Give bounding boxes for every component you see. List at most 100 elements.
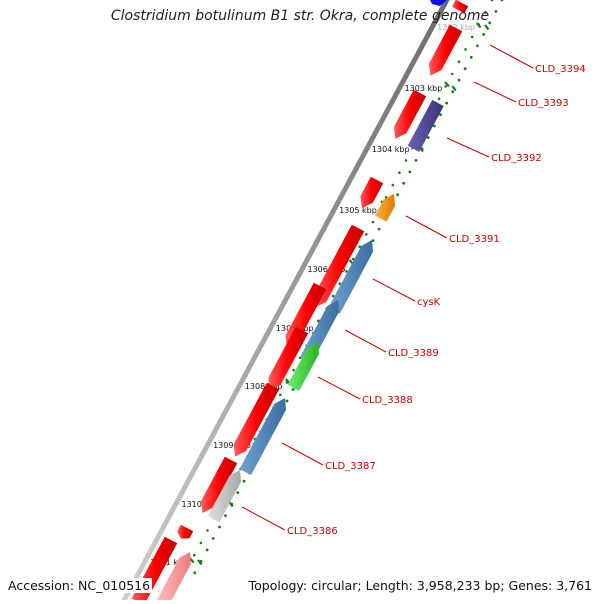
inner-dot (345, 270, 348, 273)
label-leader-line (372, 278, 416, 302)
reverse-gene-arrow[interactable] (207, 470, 241, 523)
inner-dot (398, 171, 401, 174)
inner-dot (365, 233, 368, 236)
ruler-dot (402, 181, 406, 185)
ruler-dot (426, 136, 430, 139)
inner-major-tick (444, 81, 450, 88)
ruler-dot (211, 537, 215, 540)
gene-label-cld_3394[interactable]: CLD_3394 (535, 64, 586, 75)
inner-dot (292, 368, 295, 372)
gene-label-cld_3388[interactable]: CLD_3388 (362, 395, 413, 406)
ruler-dot (224, 514, 227, 517)
inner-dot (451, 72, 454, 76)
ruler-label: 1305 kbp (339, 206, 377, 215)
inner-dot (351, 257, 355, 261)
ruler-dot (236, 491, 240, 494)
forward-gene-arrow[interactable] (452, 0, 469, 14)
forward-gene-arrow[interactable] (360, 176, 384, 209)
inner-dot (464, 48, 467, 51)
reverse-gene-arrow[interactable] (328, 240, 374, 314)
inner-dot (279, 393, 282, 397)
gene-label-cld_3386[interactable]: CLD_3386 (287, 526, 338, 537)
reverse-gene-arrow[interactable] (375, 194, 396, 222)
ruler-dot (488, 21, 492, 25)
forward-gene-arrow[interactable] (430, 0, 447, 6)
forward-gene-arrow[interactable] (201, 456, 238, 513)
reverse-gene-arrow[interactable] (155, 552, 191, 604)
forward-gene-arrow[interactable] (394, 89, 427, 139)
reverse-gene-arrow[interactable] (239, 398, 286, 476)
ruler-label: 1306 kbp (307, 265, 345, 274)
ruler-dot (494, 10, 498, 13)
ruler-label: 1311 kbp (150, 558, 188, 567)
ruler-dot (451, 90, 455, 94)
ruler-dot (414, 159, 418, 162)
label-leader-line (344, 329, 387, 353)
ruler-dot (445, 101, 449, 105)
forward-gene-arrow[interactable] (429, 24, 463, 76)
inner-dot (371, 220, 375, 224)
label-leader-lines (241, 44, 534, 531)
inner-dot (457, 60, 461, 63)
ruler-dot (482, 33, 485, 36)
ruler-major-tick (197, 559, 203, 566)
forward-gene-arrow[interactable] (314, 224, 365, 308)
ruler-dot (371, 239, 375, 243)
label-leader-line (405, 215, 448, 239)
gene-label-cld_3391[interactable]: CLD_3391 (449, 234, 500, 245)
label-leader-line (241, 506, 286, 531)
reverse-gene-arrow[interactable] (287, 342, 319, 391)
inner-dot (490, 0, 494, 2)
inner-dot (470, 35, 474, 39)
inner-dot (206, 529, 209, 532)
forward-gene-arrow[interactable] (177, 524, 194, 539)
inner-dot (404, 159, 408, 162)
inner-dot (437, 97, 441, 100)
ruler-dot (291, 388, 295, 391)
ruler-dot (193, 571, 197, 575)
ruler-dot (396, 193, 399, 197)
ruler-label: 1302 kbp (437, 23, 475, 32)
inner-dot (331, 294, 335, 298)
gene-label-cysk[interactable]: cysK (417, 297, 441, 308)
gene-label-cld_3392[interactable]: CLD_3392 (491, 153, 542, 164)
forward-gene-arrow[interactable] (268, 326, 309, 390)
gene-label-cld_3393[interactable]: CLD_3393 (518, 98, 569, 109)
ruler-dot (439, 113, 442, 116)
ruler-dot (205, 548, 209, 552)
ruler-dot (285, 399, 289, 403)
ruler-dot (377, 227, 381, 231)
inner-dot (193, 553, 196, 557)
reverse-strand-features (155, 99, 444, 604)
genome-title: Clostridium botulinum B1 str. Okra, comp… (110, 8, 490, 24)
ruler-label: 1303 kbp (405, 84, 443, 93)
ruler-label: 1308 kbp (245, 382, 283, 391)
ruler-dot (469, 55, 473, 59)
ruler-major-tick (451, 85, 457, 92)
reverse-gene-arrow[interactable] (407, 99, 444, 152)
ruler-dot (500, 0, 504, 2)
ruler-label: 1304 kbp (372, 145, 410, 154)
forward-strand-features (131, 0, 469, 604)
inner-dot (484, 11, 487, 14)
label-leader-line (446, 137, 490, 158)
gene-labels: CLD_3394 CLD_3393 CLD_3392 CLD_3391 cysK CLD_… (287, 64, 586, 537)
ruler-dot (433, 124, 436, 128)
ruler-dot (457, 78, 461, 82)
backbone-track (119, 0, 450, 604)
forward-gene-arrow[interactable] (233, 382, 280, 457)
label-leader-line (489, 44, 534, 69)
label-leader-line (281, 442, 324, 466)
ruler-major-tick (484, 24, 490, 31)
ruler-dot (408, 170, 412, 174)
label-leader-line (473, 81, 517, 103)
inner-dot (358, 245, 362, 249)
label-leader-line (317, 376, 361, 400)
accession-label: Accession: NC_010516 (6, 578, 153, 593)
ruler-label: 1310 kbp (181, 500, 219, 509)
gene-label-cld_3389[interactable]: CLD_3389 (388, 348, 439, 359)
gene-label-cld_3387[interactable]: CLD_3387 (325, 461, 376, 472)
ruler-dot (218, 525, 221, 529)
